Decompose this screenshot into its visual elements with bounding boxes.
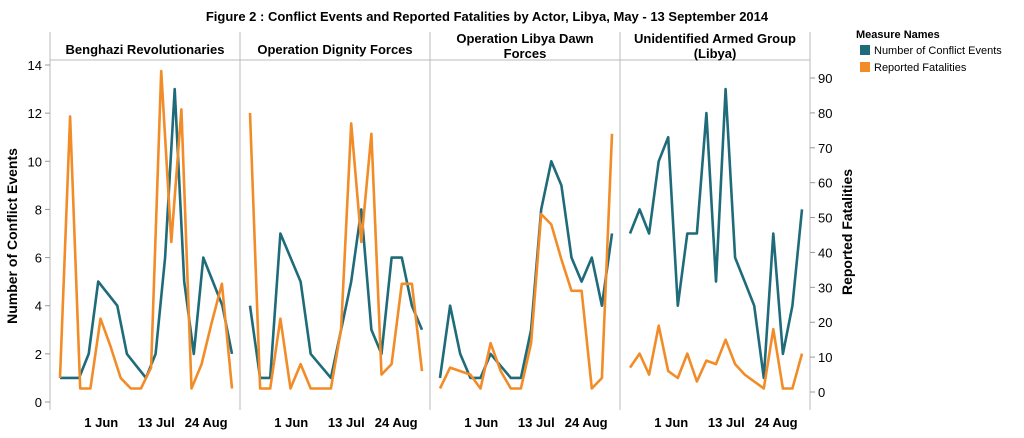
- x-tick-label: 13 Jul: [518, 415, 555, 430]
- right-tick-label: 50: [818, 211, 832, 226]
- chart-panels: Benghazi Revolutionaries 1 Jun 13 Jul 24 Au…: [58, 31, 804, 430]
- series-line-reported-fatalities: [628, 324, 804, 390]
- panel-title: Unidentified Armed Group: [634, 31, 796, 46]
- left-tick-label: 8: [35, 202, 42, 217]
- right-tick-label: 80: [818, 106, 832, 121]
- legend-swatch: [860, 45, 870, 55]
- x-tick-label: 1 Jun: [84, 415, 118, 430]
- right-tick-label: 20: [818, 315, 832, 330]
- legend-swatch: [860, 62, 870, 72]
- left-tick-label: 14: [28, 58, 42, 73]
- x-tick-label: 13 Jul: [328, 415, 365, 430]
- right-tick-label: 70: [818, 141, 832, 156]
- left-tick-label: 0: [35, 395, 42, 410]
- left-tick-label: 4: [35, 299, 42, 314]
- panel-4: Unidentified Armed Group(Libya) 1 Jun 13 J…: [628, 31, 804, 430]
- series-line-conflict-events: [628, 87, 804, 380]
- legend-label: Number of Conflict Events: [874, 45, 1002, 57]
- right-tick-label: 90: [818, 71, 832, 86]
- chart-title: Figure 2 : Conflict Events and Reported …: [206, 9, 769, 24]
- left-tick-label: 12: [28, 106, 42, 121]
- left-tick-label: 6: [35, 251, 42, 266]
- x-tick-label: 24 Aug: [185, 415, 228, 430]
- series-line-reported-fatalities: [438, 133, 614, 390]
- series-line-conflict-events: [60, 87, 234, 380]
- x-tick-label: 1 Jun: [464, 415, 498, 430]
- legend-heading: Measure Names: [856, 29, 940, 41]
- x-tick-label: 24 Aug: [565, 415, 608, 430]
- chart-frame: [49, 32, 811, 410]
- panel-title: Forces: [504, 46, 547, 61]
- right-tick-label: 40: [818, 245, 832, 260]
- panel-title: Operation Libya Dawn: [456, 31, 593, 46]
- panel-title: Benghazi Revolutionaries: [66, 42, 225, 57]
- x-tick-label: 1 Jun: [274, 415, 308, 430]
- legend: Measure Names Number of Conflict Events R…: [856, 29, 1002, 74]
- series-line-reported-fatalities: [248, 112, 424, 390]
- right-tick-label: 10: [818, 350, 832, 365]
- y-axis-label-right: Reported Fatalities: [839, 169, 855, 295]
- x-tick-label: 13 Jul: [708, 415, 745, 430]
- right-tick-label: 60: [818, 176, 832, 191]
- series-line-reported-fatalities: [58, 69, 234, 390]
- panel-title: (Libya): [694, 46, 737, 61]
- panel-title: Operation Dignity Forces: [257, 42, 412, 57]
- x-tick-label: 24 Aug: [375, 415, 418, 430]
- left-tick-label: 2: [35, 347, 42, 362]
- panel-1: Benghazi Revolutionaries 1 Jun 13 Jul 24 Au…: [58, 42, 234, 430]
- right-tick-label: 0: [818, 385, 825, 400]
- x-tick-label: 13 Jul: [138, 415, 175, 430]
- right-tick-label: 30: [818, 280, 832, 295]
- x-tick-label: 1 Jun: [654, 415, 688, 430]
- legend-label: Reported Fatalities: [874, 62, 967, 74]
- chart-axes: 0 2 4 6 8 10 12 14 0 10 20 30 40 50 60 70 80 90 Number of …: [4, 58, 855, 410]
- left-tick-label: 10: [28, 154, 42, 169]
- panel-2: Operation Dignity Forces 1 Jun 13 Jul 24 Au…: [248, 42, 424, 430]
- y-axis-label-left: Number of Conflict Events: [4, 148, 20, 324]
- x-tick-label: 24 Aug: [755, 415, 798, 430]
